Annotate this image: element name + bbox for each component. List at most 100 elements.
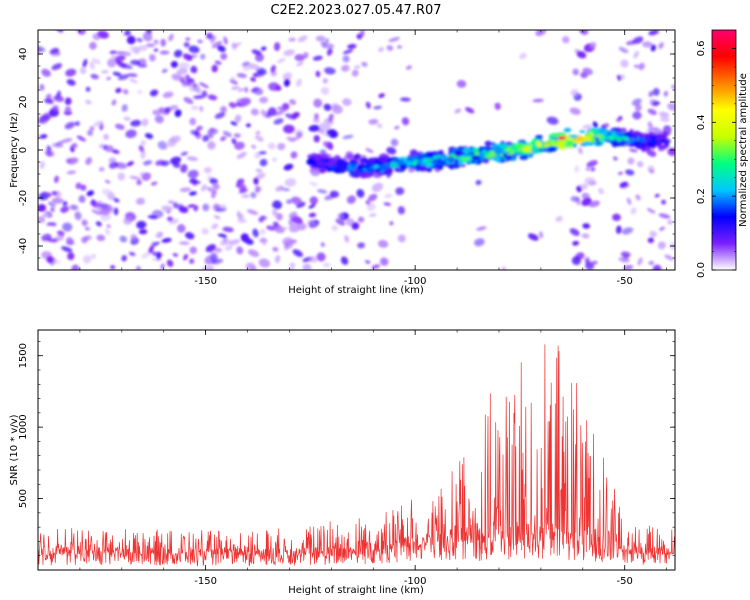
noise-blob — [212, 183, 220, 190]
noise-blob — [265, 112, 272, 118]
noise-blob — [180, 164, 188, 173]
noise-blob — [324, 67, 336, 75]
noise-blob — [585, 167, 590, 171]
noise-blob — [211, 64, 218, 73]
noise-blob — [267, 142, 276, 150]
noise-blob — [201, 228, 209, 235]
noise-blob — [177, 224, 186, 233]
noise-blob — [137, 89, 143, 94]
ridge-blob — [377, 160, 383, 166]
ridge-blob — [463, 152, 469, 158]
noise-blob — [246, 209, 259, 216]
noise-blob — [357, 242, 366, 249]
ridge-blob — [471, 155, 481, 160]
ridge-blob — [398, 159, 404, 166]
snr-series-line — [38, 344, 675, 567]
noise-blob — [312, 55, 323, 61]
noise-blob — [82, 59, 88, 68]
x-tick-label: -150 — [194, 576, 217, 587]
noise-blob — [576, 50, 587, 59]
noise-blob — [282, 237, 294, 246]
noise-blob — [62, 222, 73, 232]
noise-blob — [39, 84, 45, 91]
noise-blob — [206, 32, 214, 40]
noise-blob — [646, 149, 657, 157]
noise-blob — [270, 70, 277, 77]
noise-blob — [214, 247, 223, 253]
noise-blob — [323, 103, 332, 111]
noise-blob — [38, 48, 42, 54]
noise-blob — [105, 228, 110, 236]
noise-blob — [130, 59, 141, 66]
noise-blob — [66, 170, 77, 175]
noise-blob — [291, 215, 303, 225]
noise-blob — [582, 223, 591, 229]
noise-blob — [283, 163, 294, 171]
noise-blob — [95, 221, 102, 227]
ridge-blob — [406, 161, 411, 167]
spectrogram-y-axis: -40 -20 0 20 40 — [18, 29, 675, 271]
noise-blob — [288, 211, 298, 219]
noise-blob — [85, 99, 92, 105]
noise-blob — [326, 48, 333, 56]
noise-blob — [250, 77, 257, 82]
noise-blob — [172, 202, 179, 209]
noise-blob — [93, 120, 104, 127]
noise-blob — [107, 58, 117, 68]
noise-blob — [152, 109, 162, 116]
x-tick-label: -50 — [617, 576, 633, 587]
noise-blob — [652, 264, 662, 270]
noise-blob — [405, 65, 412, 70]
noise-blob — [285, 113, 297, 120]
noise-blob — [229, 239, 241, 246]
ridge-blob — [616, 131, 625, 138]
noise-blob — [194, 85, 202, 94]
noise-blob — [143, 160, 153, 166]
noise-blob — [342, 98, 352, 106]
noise-blob — [311, 258, 317, 263]
noise-blob — [259, 96, 269, 104]
noise-blob — [214, 112, 226, 119]
ridge-blob — [409, 149, 418, 157]
noise-blob — [45, 192, 52, 198]
noise-blob — [173, 49, 183, 58]
noise-blob — [272, 200, 283, 210]
noise-blob — [256, 70, 264, 78]
noise-blob — [317, 189, 328, 194]
noise-blob — [579, 30, 589, 35]
noise-blob — [220, 52, 228, 60]
noise-blob — [546, 116, 559, 125]
noise-blob — [154, 114, 164, 124]
noise-blob — [650, 44, 656, 52]
noise-blob — [61, 138, 73, 143]
noise-blob — [390, 138, 399, 147]
noise-blob — [178, 206, 189, 213]
noise-blob — [200, 53, 206, 60]
ridge-blob — [653, 128, 663, 133]
noise-blob — [116, 60, 127, 69]
noise-blob — [98, 208, 110, 216]
noise-blob — [252, 228, 259, 238]
noise-blob — [189, 258, 195, 264]
ridge-blob — [530, 144, 539, 151]
noise-blob — [663, 90, 669, 97]
ridge-blob — [558, 142, 566, 150]
ridge-blob — [423, 158, 433, 162]
noise-blob — [161, 205, 173, 212]
ridge-blob — [662, 131, 669, 138]
noise-blob — [312, 118, 320, 123]
noise-blob — [359, 30, 365, 37]
noise-blob — [230, 121, 238, 126]
noise-blob — [476, 226, 487, 231]
noise-blob — [231, 85, 240, 90]
noise-blob — [308, 212, 317, 218]
noise-blob — [128, 45, 135, 53]
ridge-blob — [650, 139, 658, 144]
noise-blob — [209, 178, 218, 185]
noise-blob — [211, 190, 217, 199]
noise-blob — [156, 251, 162, 260]
noise-blob — [66, 157, 79, 165]
noise-blob — [384, 193, 393, 199]
ridge-blob — [620, 127, 627, 133]
noise-blob — [659, 226, 665, 231]
